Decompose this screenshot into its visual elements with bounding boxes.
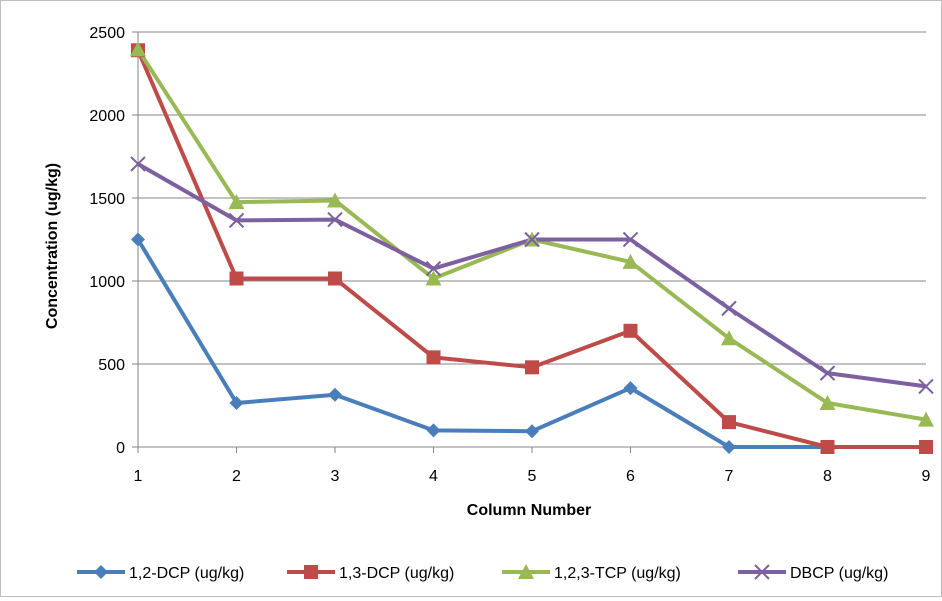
data-point — [525, 424, 539, 439]
legend-item: 1,2,3-TCP (ug/kg) — [502, 564, 681, 582]
legend-marker — [304, 565, 318, 579]
x-tick-label: 3 — [331, 468, 340, 485]
data-point — [130, 156, 146, 172]
series-line-1 — [136, 49, 926, 449]
legend-marker — [754, 564, 770, 580]
legend-marker — [518, 564, 534, 579]
series-lines — [136, 48, 927, 449]
data-point — [228, 194, 245, 210]
x-tick-label: 1 — [134, 468, 143, 485]
data-point — [918, 411, 934, 427]
legend-item: 1,2-DCP (ug/kg) — [77, 565, 244, 582]
gridlines — [138, 31, 926, 365]
x-tick-labels: 1 2 3 4 5 6 7 8 9 — [134, 468, 931, 485]
data-point — [722, 415, 736, 430]
data-point — [328, 387, 342, 402]
data-point — [721, 330, 737, 346]
data-point — [622, 253, 639, 269]
y-tick-label: 1500 — [89, 191, 125, 208]
y-tick-label: 500 — [98, 357, 125, 374]
data-point — [819, 365, 836, 381]
legend-label: 1,2,3-TCP (ug/kg) — [554, 565, 681, 582]
data-point — [820, 440, 835, 454]
legend-label: 1,2-DCP (ug/kg) — [129, 565, 244, 582]
series-markers — [130, 41, 934, 454]
data-point — [623, 381, 638, 396]
data-point — [228, 212, 245, 229]
x-tick-label: 7 — [725, 468, 734, 485]
data-point — [425, 270, 442, 286]
x-tick-label: 4 — [429, 468, 438, 485]
legend-item: DBCP (ug/kg) — [738, 564, 888, 582]
data-point — [819, 395, 836, 411]
data-point — [130, 41, 146, 57]
data-point — [524, 231, 540, 248]
y-tick-label: 2500 — [89, 25, 125, 42]
x-axis-title: Column Number — [467, 502, 591, 519]
series-line-0 — [136, 238, 926, 449]
data-point — [131, 232, 145, 247]
data-point — [328, 271, 342, 286]
data-point — [327, 192, 343, 208]
data-point — [919, 440, 933, 454]
legend: 1,2-DCP (ug/kg) 1,3-DCP (ug/kg) 1,2,3-TCP … — [77, 564, 888, 582]
y-tick-label: 0 — [116, 440, 125, 457]
data-point — [425, 260, 442, 277]
x-tick-label: 6 — [626, 468, 635, 485]
data-point — [327, 211, 343, 228]
x-tick-label: 9 — [922, 468, 931, 485]
x-tick-label: 8 — [823, 468, 832, 485]
data-point — [622, 231, 639, 248]
data-point — [426, 423, 441, 438]
x-tick-label: 5 — [528, 468, 537, 485]
data-point — [722, 440, 736, 454]
y-axis-title: Concentration (ug/kg) — [44, 163, 61, 329]
y-tick-label: 1000 — [89, 274, 125, 291]
y-tick-label: 2000 — [89, 108, 125, 125]
legend-label: 1,3-DCP (ug/kg) — [339, 565, 454, 582]
series-line-3 — [137, 162, 927, 389]
x-tick-label: 2 — [232, 468, 241, 485]
data-point — [229, 271, 244, 286]
legend-item: 1,3-DCP (ug/kg) — [287, 565, 454, 582]
legend-label: DBCP (ug/kg) — [790, 565, 888, 582]
data-point — [229, 396, 244, 411]
data-point — [721, 300, 737, 317]
data-point — [426, 350, 441, 365]
data-point — [623, 323, 638, 338]
legend-marker — [94, 565, 108, 579]
data-point — [918, 378, 934, 395]
y-tick-labels: 0 500 1000 1500 2000 2500 — [89, 25, 125, 457]
data-point — [525, 360, 539, 375]
